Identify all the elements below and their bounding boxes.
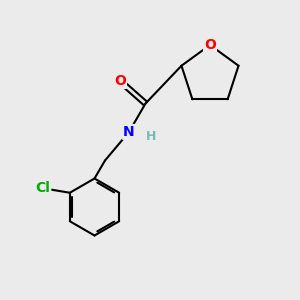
Text: H: H [146,130,157,143]
Text: O: O [204,38,216,52]
Text: O: O [114,74,126,88]
Text: N: N [123,125,135,139]
Text: Cl: Cl [35,181,50,195]
